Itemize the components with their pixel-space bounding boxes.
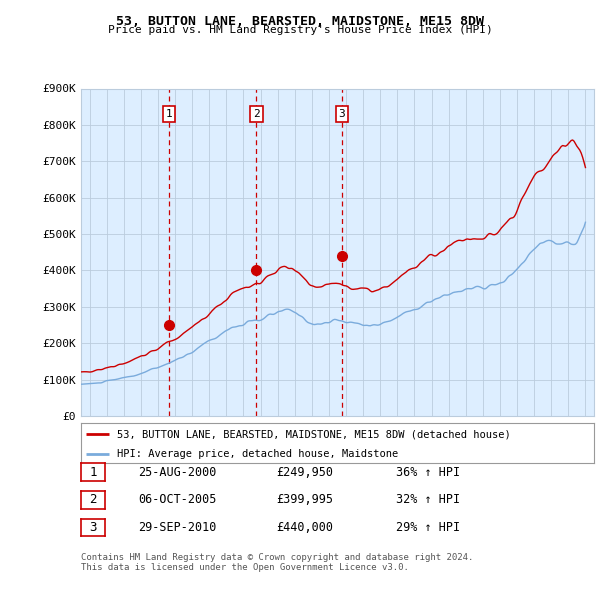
Text: 32% ↑ HPI: 32% ↑ HPI	[396, 493, 460, 506]
Text: 53, BUTTON LANE, BEARSTED, MAIDSTONE, ME15 8DW: 53, BUTTON LANE, BEARSTED, MAIDSTONE, ME…	[116, 15, 484, 28]
Text: £249,950: £249,950	[276, 466, 333, 478]
Text: 1: 1	[89, 466, 97, 478]
Text: 1: 1	[166, 109, 172, 119]
Text: 2: 2	[253, 109, 260, 119]
Text: 25-AUG-2000: 25-AUG-2000	[138, 466, 217, 478]
Text: 2: 2	[89, 493, 97, 506]
Text: 36% ↑ HPI: 36% ↑ HPI	[396, 466, 460, 478]
Text: 3: 3	[89, 521, 97, 534]
Text: HPI: Average price, detached house, Maidstone: HPI: Average price, detached house, Maid…	[117, 450, 398, 460]
Text: 29% ↑ HPI: 29% ↑ HPI	[396, 521, 460, 534]
Text: 29-SEP-2010: 29-SEP-2010	[138, 521, 217, 534]
Text: Contains HM Land Registry data © Crown copyright and database right 2024.: Contains HM Land Registry data © Crown c…	[81, 553, 473, 562]
Text: £399,995: £399,995	[276, 493, 333, 506]
Text: 53, BUTTON LANE, BEARSTED, MAIDSTONE, ME15 8DW (detached house): 53, BUTTON LANE, BEARSTED, MAIDSTONE, ME…	[117, 430, 511, 440]
Text: Price paid vs. HM Land Registry's House Price Index (HPI): Price paid vs. HM Land Registry's House …	[107, 25, 493, 35]
Text: £440,000: £440,000	[276, 521, 333, 534]
Text: This data is licensed under the Open Government Licence v3.0.: This data is licensed under the Open Gov…	[81, 563, 409, 572]
Text: 3: 3	[338, 109, 345, 119]
Text: 06-OCT-2005: 06-OCT-2005	[138, 493, 217, 506]
